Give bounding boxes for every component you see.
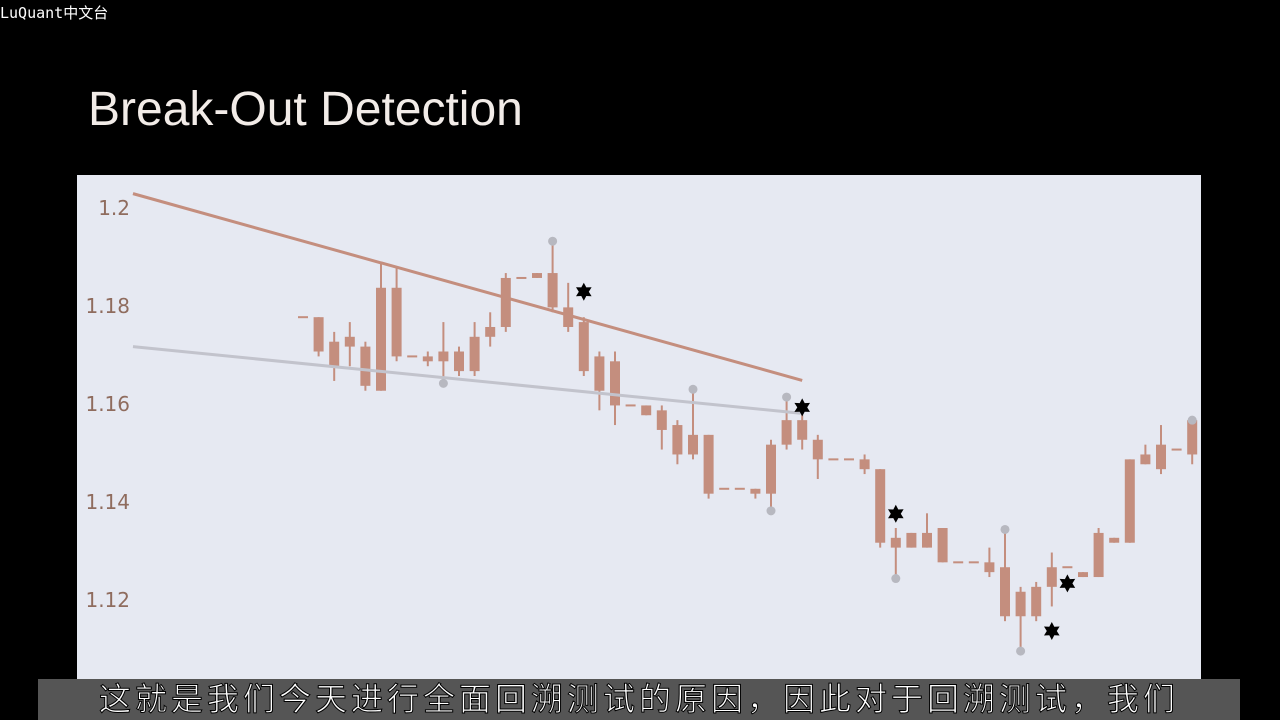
candle-body [953,561,964,564]
candle-body [563,307,574,327]
candle-body [688,434,698,455]
candle-body [547,273,558,308]
candle-body [1093,532,1104,578]
candle-body [1015,591,1026,617]
y-tick-label: 1.18 [85,294,130,318]
candle-body [1109,537,1120,543]
candle-body [1140,454,1151,465]
candle-body [1187,420,1198,455]
candle-body [1046,567,1057,587]
watermark: LuQuant中文台 [0,4,109,22]
candle-body [1031,586,1042,617]
candle-body [875,469,886,543]
pivot-dot [891,574,901,584]
candle-body [766,444,776,494]
candle-body [360,346,371,386]
candle-body [344,336,355,347]
candle-body [376,287,386,391]
candle-body [1124,459,1135,543]
candle-body [1171,448,1182,451]
breakout-star [1059,574,1076,593]
caption: 这就是我们今天进行全面回溯测试的原因，因此对于回溯测试，我们 [38,679,1240,720]
y-tick-label: 1.2 [98,196,130,220]
candle-body [641,405,652,416]
candle-body [610,361,620,406]
pivot-dot [438,378,448,388]
candle-body [781,420,792,445]
y-tick-label: 1.16 [85,392,130,416]
candle-body [485,326,496,337]
candle-body [625,404,636,407]
pivot-dot [1016,646,1026,656]
candle-body [1078,572,1088,578]
candle-body [1156,444,1166,470]
pivot-dot [1000,524,1010,534]
candle-body [797,420,808,440]
candle-body [532,273,542,278]
candle-body [516,276,527,279]
candle-body [968,561,979,564]
breakout-star [888,504,904,523]
pivot-dot [1187,415,1197,425]
candle-body [1062,566,1073,569]
trend-line [132,192,803,382]
candle-body [703,434,714,494]
candle-body [812,439,823,460]
candle-body [859,459,870,470]
breakout-star [1044,622,1060,640]
candle-body [391,287,402,357]
candle-body [407,355,418,358]
breakout-star [794,398,810,417]
candle-body [922,532,932,548]
plot-area [77,175,1201,720]
candle-body [937,528,948,563]
chart-title: Break-Out Detection [88,83,523,136]
candle-body [578,322,589,372]
pivot-dot [782,392,792,402]
candle-body [594,356,605,391]
candle-body [469,336,480,372]
y-tick-label: 1.12 [85,588,130,612]
pivot-dot [688,384,698,394]
candle-body [890,537,901,548]
pivot-dot [766,506,776,516]
candle-body [313,317,324,352]
candle-body [734,487,745,490]
candle-body [1000,567,1010,617]
candle-body [329,341,340,367]
candle-body [719,487,730,490]
candle-body [656,410,667,430]
candle-body [438,351,449,362]
candle-body [844,458,854,461]
breakout-star [576,282,592,301]
candle-body [906,532,917,548]
candle-body [454,351,464,372]
candle-body [750,488,761,494]
candle-body [984,562,995,573]
candle-body [828,458,839,461]
candle-body [672,425,683,455]
candle-body [422,356,433,362]
y-tick-label: 1.14 [85,490,130,514]
trend-line [132,345,801,415]
pivot-dot [548,236,558,246]
plot [132,192,1198,656]
candle-body [500,277,511,327]
candle-body [298,316,308,319]
